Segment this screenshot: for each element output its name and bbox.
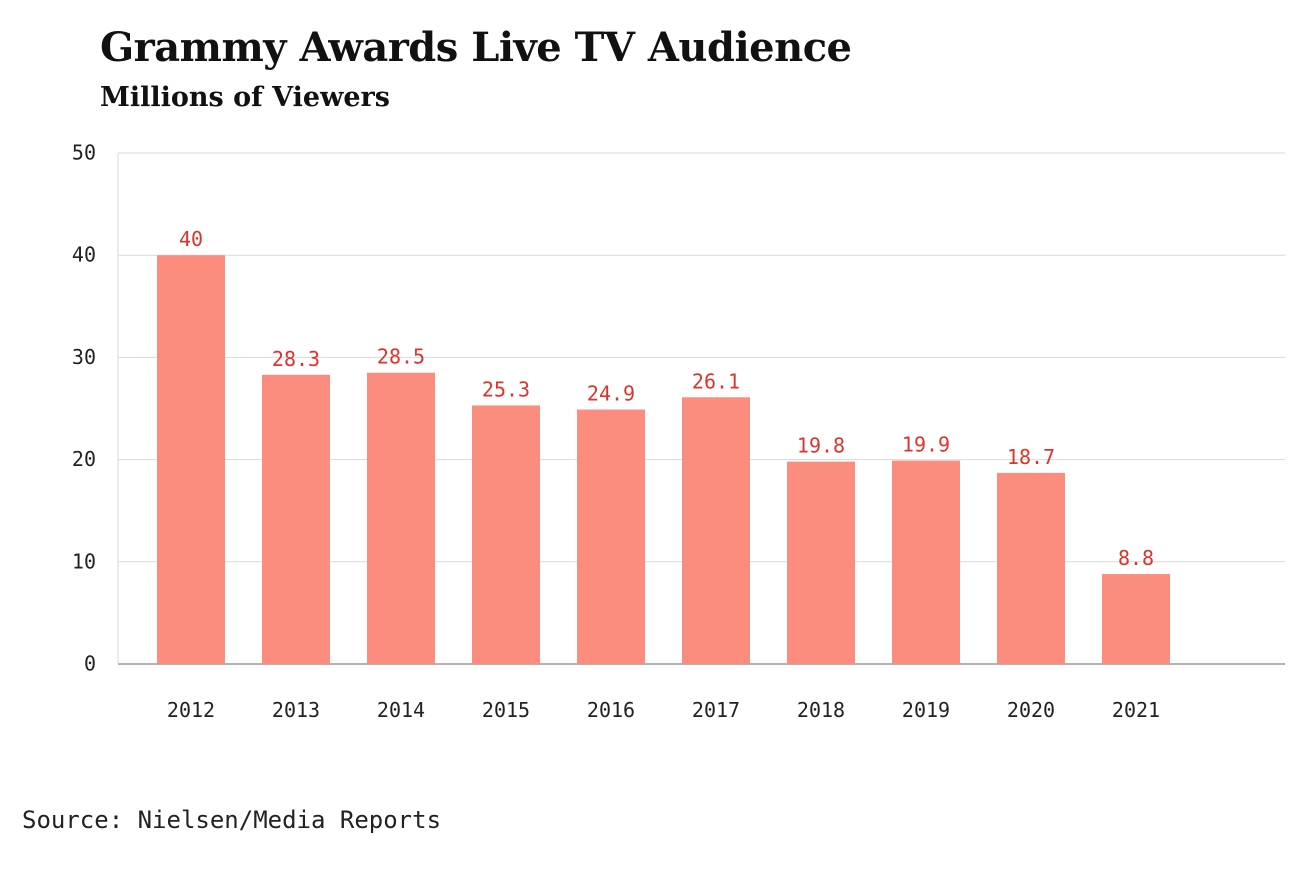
x-tick-label: 2019 <box>902 698 950 722</box>
x-tick-label: 2020 <box>1007 698 1055 722</box>
bars <box>157 255 1170 664</box>
data-label: 8.8 <box>1118 546 1154 570</box>
bar-2013 <box>262 374 330 664</box>
data-label: 19.8 <box>797 434 845 458</box>
y-axis-ticks: 0 10 20 30 40 50 <box>72 141 96 676</box>
bar-2015 <box>472 405 540 664</box>
x-tick-label: 2013 <box>272 698 320 722</box>
chart-subtitle: Millions of Viewers <box>100 82 390 113</box>
data-label: 19.9 <box>902 433 950 457</box>
x-tick-label: 2017 <box>692 698 740 722</box>
bar-2017 <box>682 397 750 664</box>
bar-2018 <box>787 461 855 664</box>
y-tick-label: 50 <box>72 141 96 165</box>
x-tick-label: 2021 <box>1112 698 1160 722</box>
source-note: Source: Nielsen/Media Reports <box>22 806 442 834</box>
data-label: 28.3 <box>272 347 320 371</box>
x-tick-label: 2012 <box>167 698 215 722</box>
bar-2021 <box>1102 574 1170 664</box>
bar-chart: 0 10 20 30 40 50 2012 2013 2014 2015 2016 2017 2018… <box>72 141 1285 722</box>
bar-2016 <box>577 409 645 664</box>
bar-2019 <box>892 460 960 664</box>
data-label: 24.9 <box>587 382 635 406</box>
y-tick-label: 0 <box>84 652 96 676</box>
data-label: 26.1 <box>692 369 740 393</box>
y-tick-label: 10 <box>72 549 96 573</box>
x-tick-label: 2015 <box>482 698 530 722</box>
data-label: 25.3 <box>482 377 530 401</box>
y-tick-label: 30 <box>72 345 96 369</box>
data-label: 18.7 <box>1007 445 1055 469</box>
y-tick-label: 40 <box>72 243 96 267</box>
x-axis-ticks: 2012 2013 2014 2015 2016 2017 2018 2019 2020 2021 <box>167 698 1160 722</box>
bar-2012 <box>157 255 225 664</box>
chart-title: Grammy Awards Live TV Audience <box>100 24 852 71</box>
bar-2020 <box>997 472 1065 664</box>
data-labels: 40 28.3 28.5 25.3 24.9 26.1 19.8 19.9 18.7 8.8 <box>179 227 1154 570</box>
x-tick-label: 2018 <box>797 698 845 722</box>
bar-2014 <box>367 372 435 664</box>
x-tick-label: 2014 <box>377 698 425 722</box>
x-tick-label: 2016 <box>587 698 635 722</box>
y-tick-label: 20 <box>72 447 96 471</box>
data-label: 40 <box>179 227 203 251</box>
data-label: 28.5 <box>377 345 425 369</box>
